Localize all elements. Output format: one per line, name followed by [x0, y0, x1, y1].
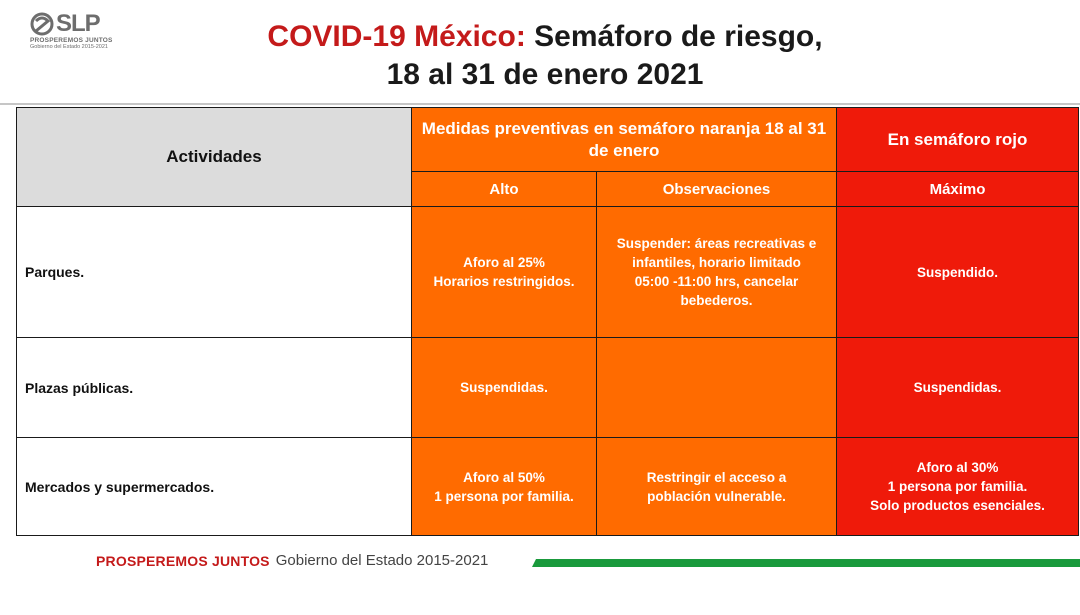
subheader-maximo: Máximo	[836, 171, 1080, 207]
footer-brand: PROSPEREMOS JUNTOS	[96, 552, 270, 569]
alto-cell: Suspendidas.	[411, 337, 597, 438]
observaciones-cell	[595, 337, 838, 438]
title-accent: COVID-19 México:	[267, 20, 526, 53]
observaciones-cell: Suspender: áreas recreativas e infantile…	[595, 206, 838, 338]
header-activities: Actividades	[16, 107, 412, 207]
table-row: Mercados y supermercados. Aforo al 50% 1…	[16, 437, 1080, 536]
page-title: COVID-19 México: Semáforo de riesgo, 18 …	[200, 18, 890, 94]
logo-subtitle: Gobierno del Estado 2015-2021	[30, 44, 108, 50]
maximo-cell: Aforo al 30% 1 persona por familia. Solo…	[836, 437, 1080, 536]
header-orange: Medidas preventivas en semáforo naranja …	[410, 107, 838, 172]
logo-tagline: PROSPEREMOS JUNTOS	[30, 37, 113, 44]
alto-cell: Aforo al 25% Horarios restringidos.	[411, 206, 597, 338]
activity-cell: Plazas públicas.	[16, 337, 412, 438]
footer-stripe	[532, 556, 1080, 567]
footer: PROSPEREMOS JUNTOS Gobierno del Estado 2…	[96, 552, 488, 569]
observaciones-cell: Restringir el acceso a población vulnera…	[595, 437, 838, 536]
slp-emblem-icon	[30, 12, 54, 36]
table-row: Plazas públicas. Suspendidas. Suspendida…	[16, 337, 1080, 438]
header-red: En semáforo rojo	[836, 107, 1080, 172]
maximo-cell: Suspendido.	[836, 206, 1080, 338]
alto-cell: Aforo al 50% 1 persona por familia.	[411, 437, 597, 536]
activity-cell: Mercados y supermercados.	[16, 437, 412, 536]
footer-government: Gobierno del Estado 2015-2021	[275, 552, 489, 569]
maximo-cell: Suspendidas.	[836, 337, 1080, 438]
table-row: Parques. Aforo al 25% Horarios restringi…	[16, 206, 1080, 338]
slp-logo: SLP PROSPEREMOS JUNTOS Gobierno del Esta…	[30, 12, 130, 68]
logo-name: SLP	[56, 10, 101, 37]
title-divider	[0, 103, 1080, 105]
title-date: 18 al 31 de enero 2021	[386, 58, 704, 91]
subheader-observaciones: Observaciones	[595, 171, 838, 207]
title-rest: Semáforo de riesgo,	[534, 20, 823, 53]
subheader-alto: Alto	[411, 171, 597, 207]
risk-table: Actividades Medidas preventivas en semáf…	[16, 107, 1080, 536]
activity-cell: Parques.	[16, 206, 412, 338]
